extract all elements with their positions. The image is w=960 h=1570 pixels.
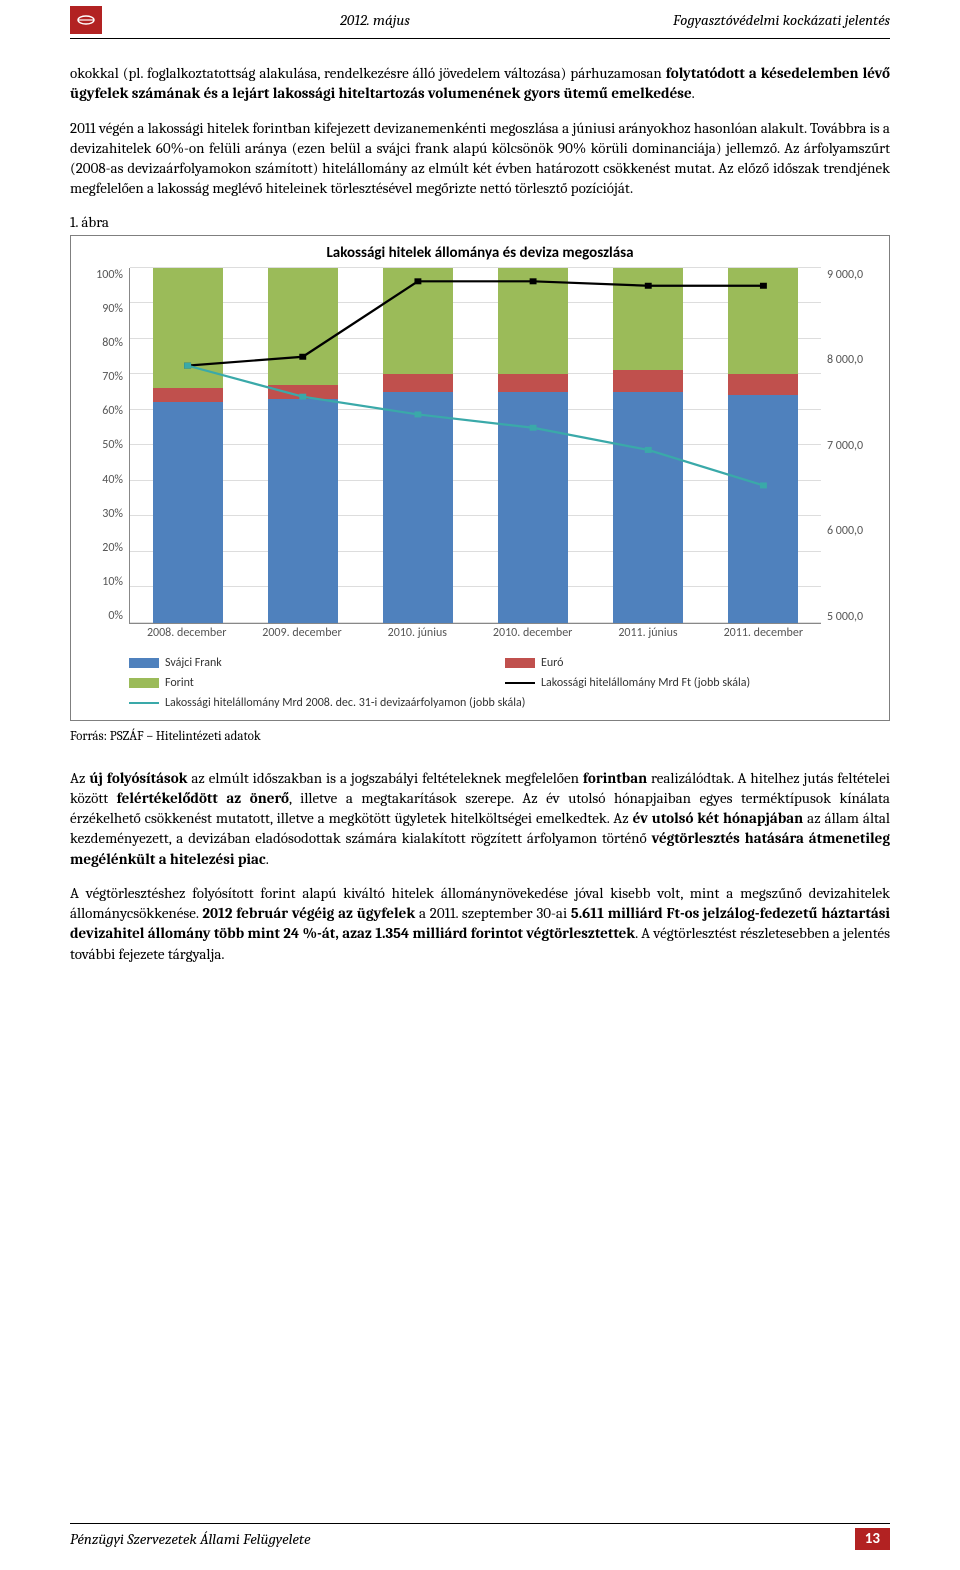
bar-seg-huf: [383, 268, 453, 375]
header-date: 2012. május: [110, 11, 673, 29]
chart-frame: Lakossági hitelek állománya és deviza me…: [70, 235, 890, 721]
bar-slot: [728, 268, 798, 623]
chart-bars: [130, 268, 821, 623]
y-right-tick: 8 000,0: [823, 353, 881, 367]
page-header: 2012. május Fogyasztóvédelmi kockázati j…: [70, 0, 890, 39]
chart-legend: Svájci Frank Euró Forint Lakossági hitel…: [79, 656, 881, 712]
y-left-tick: 30%: [79, 507, 127, 521]
legend-teal-label: Lakossági hitelállomány Mrd 2008. dec. 3…: [165, 696, 525, 710]
chart-title: Lakossági hitelek állománya és deviza me…: [79, 244, 881, 262]
bar-seg-chf: [728, 395, 798, 622]
paragraph-3: Az új folyósítások az elmúlt időszakban …: [70, 768, 890, 869]
bar-seg-huf: [498, 268, 568, 375]
x-tick: 2008. december: [137, 626, 237, 648]
y-left-tick: 40%: [79, 473, 127, 487]
p3-f: .: [266, 850, 269, 868]
bar-seg-eur: [268, 385, 338, 399]
bar-seg-huf: [728, 268, 798, 375]
bar-seg-eur: [383, 374, 453, 392]
y-left-tick: 20%: [79, 541, 127, 555]
p3-a: Az: [70, 769, 89, 787]
bar-slot: [383, 268, 453, 623]
x-axis: 2008. december 2009. december 2010. június…: [129, 626, 821, 648]
legend-huf-label: Forint: [165, 676, 194, 690]
paragraph-2: 2011 végén a lakossági hitelek forintban…: [70, 118, 890, 199]
bar-seg-eur: [728, 374, 798, 395]
body-text: okokkal (pl. foglalkoztatottság alakulás…: [70, 63, 890, 199]
figure-label: 1. ábra: [70, 213, 890, 231]
p4-b: 2012 február végéig az ügyfelek: [202, 904, 415, 922]
bar-slot: [498, 268, 568, 623]
chart-area: 100% 90% 80% 70% 60% 50% 40% 30% 20% 10% 0% 9 000,…: [79, 268, 881, 648]
bar-seg-chf: [383, 392, 453, 623]
p4-c: a 2011. szeptember 30-ai: [415, 904, 571, 922]
p3-b3: felértékelődött az önerő: [117, 789, 289, 807]
legend-black: Lakossági hitelállomány Mrd Ft (jobb ská…: [505, 676, 881, 690]
bar-seg-eur: [498, 374, 568, 392]
y-left-tick: 10%: [79, 575, 127, 589]
legend-chf: Svájci Frank: [129, 656, 505, 670]
logo-icon: [70, 6, 102, 34]
body-text-2: Az új folyósítások az elmúlt időszakban …: [70, 768, 890, 964]
y-axis-right: 9 000,0 8 000,0 7 000,0 6 000,0 5 000,0: [823, 268, 881, 624]
y-left-tick: 70%: [79, 370, 127, 384]
x-tick: 2011. december: [713, 626, 813, 648]
header-title: Fogyasztóvédelmi kockázati jelentés: [673, 11, 890, 29]
chart-plot: [129, 268, 821, 624]
bar-slot: [268, 268, 338, 623]
x-tick: 2010. június: [367, 626, 467, 648]
paragraph-4: A végtörlesztéshez folyósított forint al…: [70, 883, 890, 964]
page-footer: Pénzügyi Szervezetek Állami Felügyelete …: [70, 1523, 890, 1550]
footer-org: Pénzügyi Szervezetek Állami Felügyelete: [70, 1530, 311, 1548]
bar-seg-chf: [268, 399, 338, 623]
p3-b: az elmúlt időszakban is a jogszabályi fe…: [187, 769, 582, 787]
bar-slot: [613, 268, 683, 623]
legend-eur: Euró: [505, 656, 881, 670]
y-left-tick: 80%: [79, 336, 127, 350]
bar-seg-chf: [613, 392, 683, 623]
page-number: 13: [855, 1528, 890, 1550]
x-tick: 2011. június: [598, 626, 698, 648]
p1-a: okokkal (pl. foglalkoztatottság alakulás…: [70, 64, 666, 82]
bar-seg-eur: [613, 370, 683, 391]
bar-seg-chf: [153, 402, 223, 622]
legend-black-label: Lakossági hitelállomány Mrd Ft (jobb ská…: [541, 676, 750, 690]
y-left-tick: 90%: [79, 302, 127, 316]
bar-seg-chf: [498, 392, 568, 623]
x-tick: 2010. december: [483, 626, 583, 648]
y-right-tick: 5 000,0: [823, 610, 881, 624]
y-axis-left: 100% 90% 80% 70% 60% 50% 40% 30% 20% 10% 0%: [79, 268, 127, 624]
legend-eur-label: Euró: [541, 656, 563, 670]
paragraph-1: okokkal (pl. foglalkoztatottság alakulás…: [70, 63, 890, 104]
y-right-tick: 7 000,0: [823, 439, 881, 453]
bar-seg-huf: [268, 268, 338, 385]
y-right-tick: 9 000,0: [823, 268, 881, 282]
y-left-tick: 100%: [79, 268, 127, 282]
bar-slot: [153, 268, 223, 623]
p3-b1: új folyósítások: [89, 769, 187, 787]
x-tick: 2009. december: [252, 626, 352, 648]
y-right-tick: 6 000,0: [823, 524, 881, 538]
legend-teal: Lakossági hitelállomány Mrd 2008. dec. 3…: [129, 696, 881, 710]
y-left-tick: 60%: [79, 404, 127, 418]
p3-b2: forintban: [583, 769, 647, 787]
legend-chf-label: Svájci Frank: [165, 656, 222, 670]
y-left-tick: 0%: [79, 609, 127, 623]
legend-huf: Forint: [129, 676, 505, 690]
p1-c: .: [692, 84, 695, 102]
y-left-tick: 50%: [79, 438, 127, 452]
bar-seg-huf: [153, 268, 223, 389]
bar-seg-huf: [613, 268, 683, 371]
p3-b4: év utolsó két hónapjában: [633, 809, 804, 827]
chart-source: Forrás: PSZÁF – Hitelintézeti adatok: [70, 729, 890, 744]
bar-seg-eur: [153, 388, 223, 402]
